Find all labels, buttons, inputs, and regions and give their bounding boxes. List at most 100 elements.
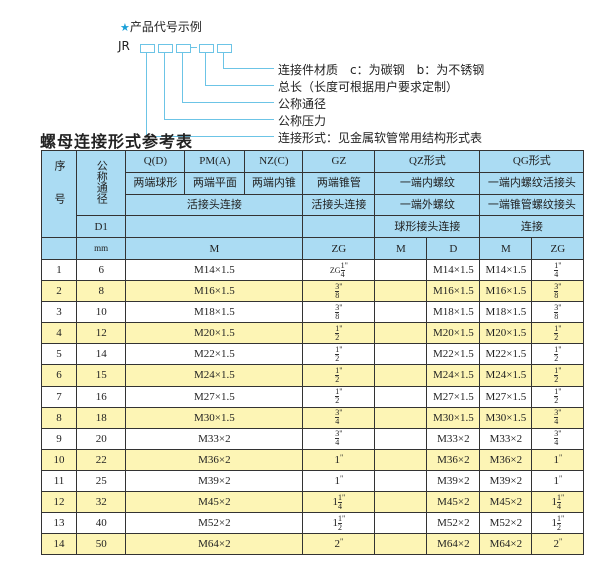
cell-qz-d: M14×1.5 xyxy=(426,258,481,282)
cell-gz: 1 2 " xyxy=(302,343,376,366)
table-row: 7 16 M27×1.5 1 2 " M27×1.5 M27×1.5 1 2 " xyxy=(41,385,585,408)
header-d1: D1 xyxy=(75,215,127,239)
header-qg-zg: ZG xyxy=(531,237,585,260)
cell-qz-d: M64×2 xyxy=(426,533,481,556)
cell-dn: 32 xyxy=(75,491,127,514)
table-row: 8 18 M30×1.5 3 4 " M30×1.5 M30×1.5 3 4 " xyxy=(41,406,585,429)
code-label: 连接形式：见金属软管常用结构形式表 xyxy=(278,131,483,145)
cell-qz-d: M18×1.5 xyxy=(426,301,481,324)
cell-gz: 1 2 " xyxy=(302,385,376,408)
cell-qg-zg: 1" xyxy=(531,469,585,493)
header-qz-m: M xyxy=(374,237,428,260)
cell-no: 5 xyxy=(41,343,77,366)
cell-m: M52×2 xyxy=(125,512,304,535)
cell-qz-d: M52×2 xyxy=(426,512,481,535)
leader-line xyxy=(223,68,274,69)
header-qg-desc2: 一端锥管螺纹接头 xyxy=(479,193,585,217)
code-box xyxy=(176,44,191,53)
cell-qz-m xyxy=(374,343,428,366)
table-row: 14 50 M64×2 2" M64×2 M64×2 2" xyxy=(41,533,585,556)
cell-qg-m: M30×1.5 xyxy=(479,406,533,429)
cell-gz: 1 1 4 " xyxy=(302,491,376,514)
cell-qz-d: M27×1.5 xyxy=(426,385,481,408)
cell-no: 7 xyxy=(41,385,77,408)
cell-qg-m: M33×2 xyxy=(479,427,533,450)
cell-qg-zg: 1 2 " xyxy=(531,364,585,387)
cell-dn: 18 xyxy=(75,406,127,429)
cell-m: M64×2 xyxy=(125,533,304,556)
leader-line xyxy=(146,53,147,136)
cell-dn: 12 xyxy=(75,322,127,345)
cell-qz-m xyxy=(374,469,428,493)
header-q-desc: 两端球形 xyxy=(125,171,186,195)
cell-gz: 1" xyxy=(302,469,376,493)
table-row: 4 12 M20×1.5 1 2 " M20×1.5 M20×1.5 1 2 " xyxy=(41,322,585,345)
cell-dn: 6 xyxy=(75,258,127,282)
header-dn: 公称通径 xyxy=(75,149,127,217)
cell-m: M14×1.5 xyxy=(125,258,304,282)
table-row: 1 6 M14×1.5 ZG 1 4 " M14×1.5 M14×1.5 1 4 " xyxy=(41,258,585,282)
cell-gz: 3 4 " xyxy=(302,427,376,450)
header-m-conn: 活接头连接 xyxy=(125,193,304,217)
leader-line xyxy=(182,53,183,102)
cell-qg-zg: 1 2 " xyxy=(531,385,585,408)
cell-qg-m: M64×2 xyxy=(479,533,533,556)
header-qz-d: D xyxy=(426,237,481,260)
cell-no: 3 xyxy=(41,301,77,324)
cell-qz-m xyxy=(374,280,428,303)
cell-m: M36×2 xyxy=(125,448,304,471)
cell-qz-d: M22×1.5 xyxy=(426,343,481,366)
cell-no: 12 xyxy=(41,491,77,514)
leader-line xyxy=(205,85,274,86)
header-qz: QZ形式 xyxy=(374,150,481,173)
header-gz-desc: 两端锥管 xyxy=(302,171,376,195)
header-pm: PM(A) xyxy=(184,150,246,173)
cell-gz: 3 4 " xyxy=(302,406,376,429)
cell-qg-zg: 1 2 " xyxy=(531,343,585,366)
code-label: 公称通径 xyxy=(278,97,327,111)
cell-qg-zg: 1 2 " xyxy=(531,322,585,345)
cell-qz-m xyxy=(374,533,428,556)
cell-qz-d: M20×1.5 xyxy=(426,322,481,345)
cell-no: 6 xyxy=(41,364,77,387)
table-row: 6 15 M24×1.5 1 2 " M24×1.5 M24×1.5 1 2 " xyxy=(41,364,585,387)
cell-m: M45×2 xyxy=(125,491,304,514)
cell-gz: 1 2 " xyxy=(302,322,376,345)
header-nz: NZ(C) xyxy=(244,150,304,173)
cell-gz: ZG 1 4 " xyxy=(302,258,376,282)
cell-qg-m: M39×2 xyxy=(479,469,533,493)
cell-gz: 1 1 2 " xyxy=(302,512,376,535)
table-row: 3 10 M18×1.5 3 8 " M18×1.5 M18×1.5 3 8 " xyxy=(41,301,585,324)
cell-no: 8 xyxy=(41,406,77,429)
cell-qz-m xyxy=(374,301,428,324)
cell-qg-zg: 1 1 2 " xyxy=(531,512,585,535)
header-qg-desc3: 连接 xyxy=(479,215,585,239)
cell-qg-m: M14×1.5 xyxy=(479,258,533,282)
star-icon: ★ xyxy=(120,21,130,34)
cell-gz: 3 8 " xyxy=(302,280,376,303)
header-qz-desc3: 球形接头连接 xyxy=(374,215,481,239)
cell-m: M33×2 xyxy=(125,427,304,450)
cell-gz: 2" xyxy=(302,533,376,556)
cell-qg-zg: 2" xyxy=(531,533,585,556)
cell-qg-zg: 3 4 " xyxy=(531,406,585,429)
cell-m: M18×1.5 xyxy=(125,301,304,324)
cell-dn: 25 xyxy=(75,469,127,493)
leader-line xyxy=(164,53,165,119)
table-title: 螺母连接形式参考表 xyxy=(40,132,194,151)
code-example-title: ★产品代号示例 xyxy=(120,18,202,35)
header-q: Q(D) xyxy=(125,150,186,173)
cell-qz-m xyxy=(374,258,428,282)
